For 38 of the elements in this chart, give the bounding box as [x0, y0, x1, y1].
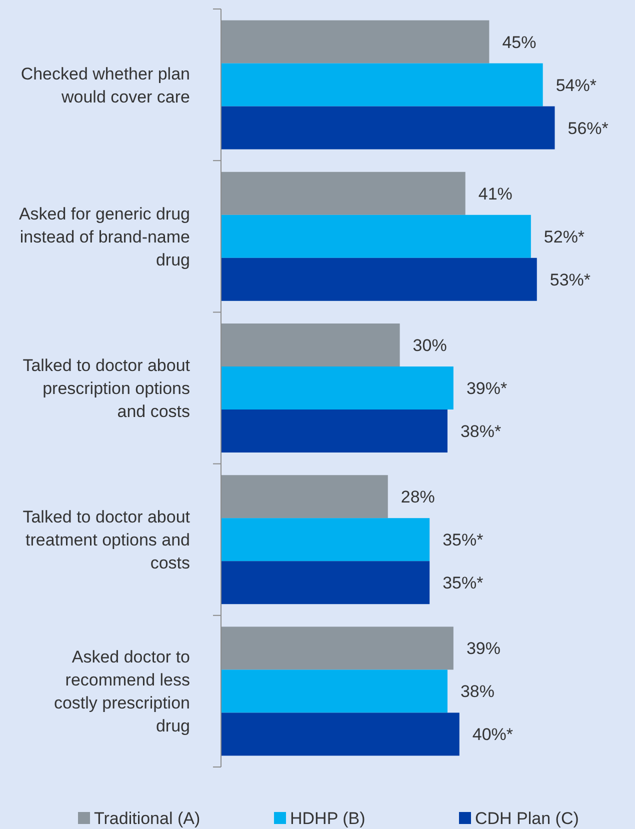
bar — [221, 561, 430, 604]
bar — [221, 324, 400, 366]
y-tick-label: Checked whether plan would cover care — [20, 64, 190, 106]
data-label: 45% — [502, 32, 536, 52]
bar — [221, 518, 430, 562]
bar — [221, 626, 454, 670]
y-tick-label: Asked doctor to recommend less costly prescription drug — [54, 648, 190, 736]
legend-label: Traditional (A) — [94, 808, 200, 828]
data-label: 38%* — [460, 422, 502, 441]
y-tick-label: Talked to doctor about treatment options and costs — [22, 508, 190, 573]
data-label: 35%* — [442, 530, 484, 550]
legend-label: CDH Plan (C) — [475, 808, 579, 828]
bar — [221, 670, 448, 713]
bar — [221, 258, 537, 301]
bar — [221, 214, 531, 258]
legend-label: HDHP (B) — [290, 808, 366, 828]
data-label: 30% — [412, 336, 447, 355]
data-label: 56%* — [568, 118, 609, 138]
data-label: 35%* — [442, 574, 484, 593]
bar — [221, 410, 448, 452]
data-label: 53%* — [550, 270, 591, 290]
data-label: 39%* — [466, 378, 508, 398]
bar — [221, 20, 490, 64]
y-tick-label: Talked to doctor about prescription options and costs — [22, 356, 190, 421]
data-label: 39% — [466, 639, 500, 658]
y-tick-label: Asked for generic drug instead of brand-name drug — [18, 204, 190, 270]
bar — [221, 106, 555, 150]
data-label: 52%* — [544, 227, 585, 246]
bar — [221, 712, 460, 756]
bar — [221, 172, 466, 215]
bar — [221, 366, 454, 410]
data-label: 28% — [400, 488, 435, 507]
data-label: 41% — [478, 184, 512, 204]
bar — [221, 475, 388, 518]
data-label: 54%* — [556, 76, 597, 95]
bar — [221, 63, 543, 106]
data-label: 40%* — [472, 725, 514, 744]
data-label: 38% — [460, 682, 495, 702]
